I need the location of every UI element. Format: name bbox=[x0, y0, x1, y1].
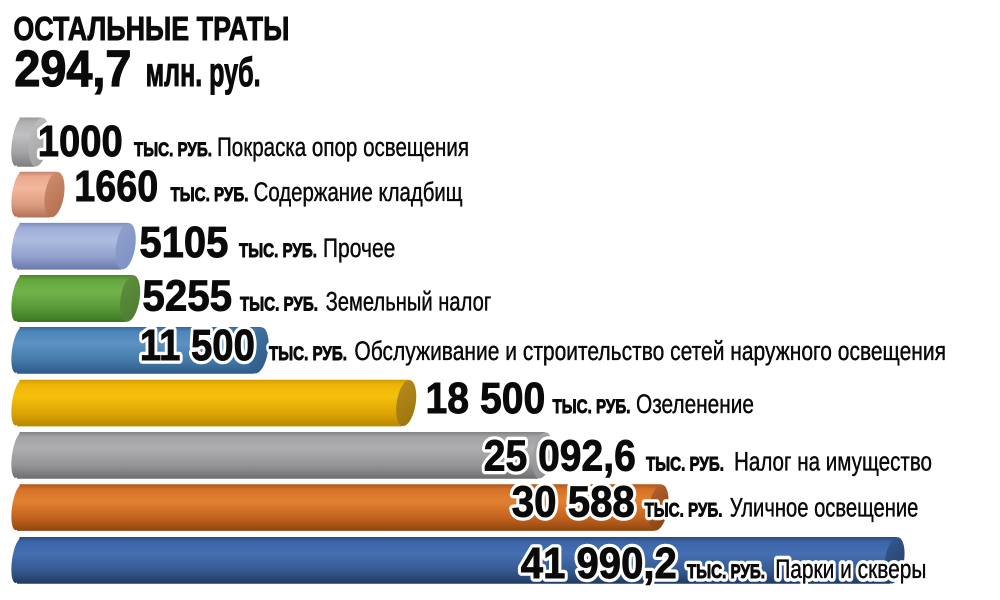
svg-text:ОСТАЛЬНЫЕ ТРАТЫ: ОСТАЛЬНЫЕ ТРАТЫ bbox=[13, 10, 289, 47]
svg-text:294,7: 294,7 bbox=[14, 40, 131, 97]
svg-text:млн. руб.: млн. руб. bbox=[146, 49, 261, 95]
